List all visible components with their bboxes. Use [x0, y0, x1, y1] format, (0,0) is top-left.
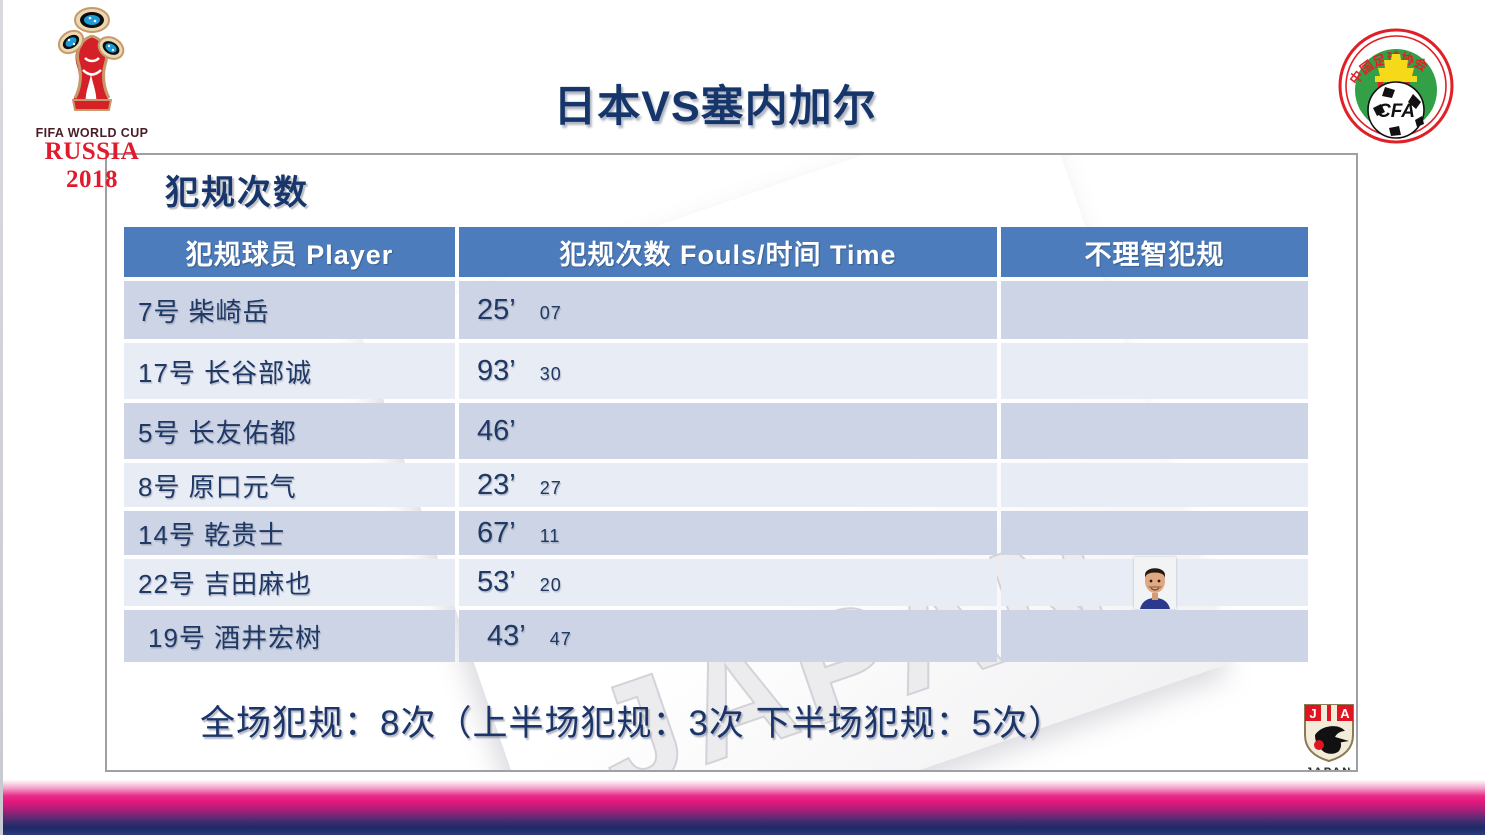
jfa-letter-a: A [1340, 706, 1350, 721]
foul-time-cell: 43’ 47 [459, 610, 997, 662]
foul-second: 07 [539, 302, 562, 323]
reckless-foul-cell [1001, 610, 1308, 662]
jfa-letter-j: J [1309, 706, 1316, 721]
player-cell: 19号 酒井宏树 [124, 610, 455, 662]
fouls-table: 犯规球员 Player 犯规次数 Fouls/时间 Time 不理智犯规 7号 … [124, 227, 1308, 666]
russia-2018-text: RUSSIA 2018 [44, 138, 140, 193]
jfa-logo: J A JAPAN [1297, 701, 1356, 772]
page-title: 日本VS塞内加尔 [553, 83, 877, 131]
reckless-foul-cell [1001, 511, 1308, 555]
reckless-foul-cell [1001, 343, 1308, 399]
foul-minute: 43’ [487, 619, 526, 652]
foul-minute: 53’ [477, 566, 516, 598]
table-body: 7号 柴崎岳 25’ 07 17号 长谷部诚 93’ 30 5号 长友佑都 46’ 8号 原口元… [124, 281, 1308, 662]
foul-minute: 25’ [477, 293, 516, 326]
section-title: 犯规次数 [165, 174, 309, 212]
player-cell: 17号 长谷部诚 [124, 343, 455, 399]
cfa-emblem-icon: 中国足球协会 CFA [1338, 28, 1454, 144]
player-photo [1133, 556, 1176, 609]
jfa-crest-icon: J A [1304, 704, 1354, 763]
reckless-foul-cell [1001, 281, 1308, 339]
player-cell: 14号 乾贵士 [124, 511, 455, 555]
cfa-ball-text: CFA [1377, 101, 1415, 122]
header-player: 犯规球员 Player [124, 227, 455, 277]
table-header-row: 犯规球员 Player 犯规次数 Fouls/时间 Time 不理智犯规 [124, 227, 1308, 277]
player-cell: 22号 吉田麻也 [124, 559, 455, 606]
table-row: 22号 吉田麻也 53’ 20 [124, 556, 1308, 609]
foul-time-cell: 53’ 20 [459, 559, 997, 606]
table-row: 17号 长谷部诚 93’ 30 [124, 343, 1308, 399]
reckless-foul-cell [1001, 463, 1308, 507]
foul-minute: 23’ [477, 468, 516, 501]
world-cup-trophy-icon [57, 7, 125, 111]
foul-time-cell: 93’ 30 [459, 343, 997, 399]
player-cell: 5号 长友佑都 [124, 403, 455, 459]
table-row: 7号 柴崎岳 25’ 07 [124, 281, 1308, 339]
player-cell: 8号 原口元气 [124, 463, 455, 507]
table-row: 5号 长友佑都 46’ [124, 403, 1308, 459]
player-cell: 7号 柴崎岳 [124, 281, 455, 339]
foul-second: 11 [539, 525, 561, 546]
slide-left-border [0, 0, 3, 835]
reckless-foul-cell [1001, 403, 1308, 459]
fouls-summary: 全场犯规：8次（上半场犯规：3次 下半场犯规：5次） [200, 704, 1065, 743]
foul-minute: 67’ [477, 516, 516, 549]
fifa-logo-text: FIFA WORLD CUP [35, 126, 149, 140]
foul-minute: 46’ [477, 414, 516, 447]
foul-second: 20 [539, 575, 562, 595]
foul-time-cell: 46’ [459, 403, 997, 459]
reckless-foul-cell [1001, 556, 1308, 609]
table-row: 8号 原口元气 23’ 27 [124, 463, 1308, 507]
foul-second: 27 [539, 477, 562, 498]
foul-second: 47 [549, 628, 572, 649]
foul-second: 30 [539, 363, 562, 384]
header-reckless-foul: 不理智犯规 [1001, 227, 1308, 277]
foul-minute: 93’ [477, 354, 516, 387]
table-row: 14号 乾贵士 67’ 11 [124, 511, 1308, 555]
fifa-world-cup-logo: FIFA WORLD CUP RUSSIA 2018 [22, 6, 162, 194]
jfa-caption: JAPAN [1305, 766, 1353, 772]
foul-time-cell: 25’ 07 [459, 281, 997, 339]
content-panel: JAPAN 犯规次数 犯规球员 Player 犯规次数 Fouls/时间 Tim… [105, 153, 1358, 772]
header-fouls-time: 犯规次数 Fouls/时间 Time [459, 227, 997, 277]
foul-time-cell: 23’ 27 [459, 463, 997, 507]
foul-time-cell: 67’ 11 [459, 511, 997, 555]
cfa-logo: 中国足球协会 CFA [1337, 24, 1455, 155]
bottom-gradient-bar [0, 772, 1485, 835]
table-row: 19号 酒井宏树 43’ 47 [124, 610, 1308, 662]
